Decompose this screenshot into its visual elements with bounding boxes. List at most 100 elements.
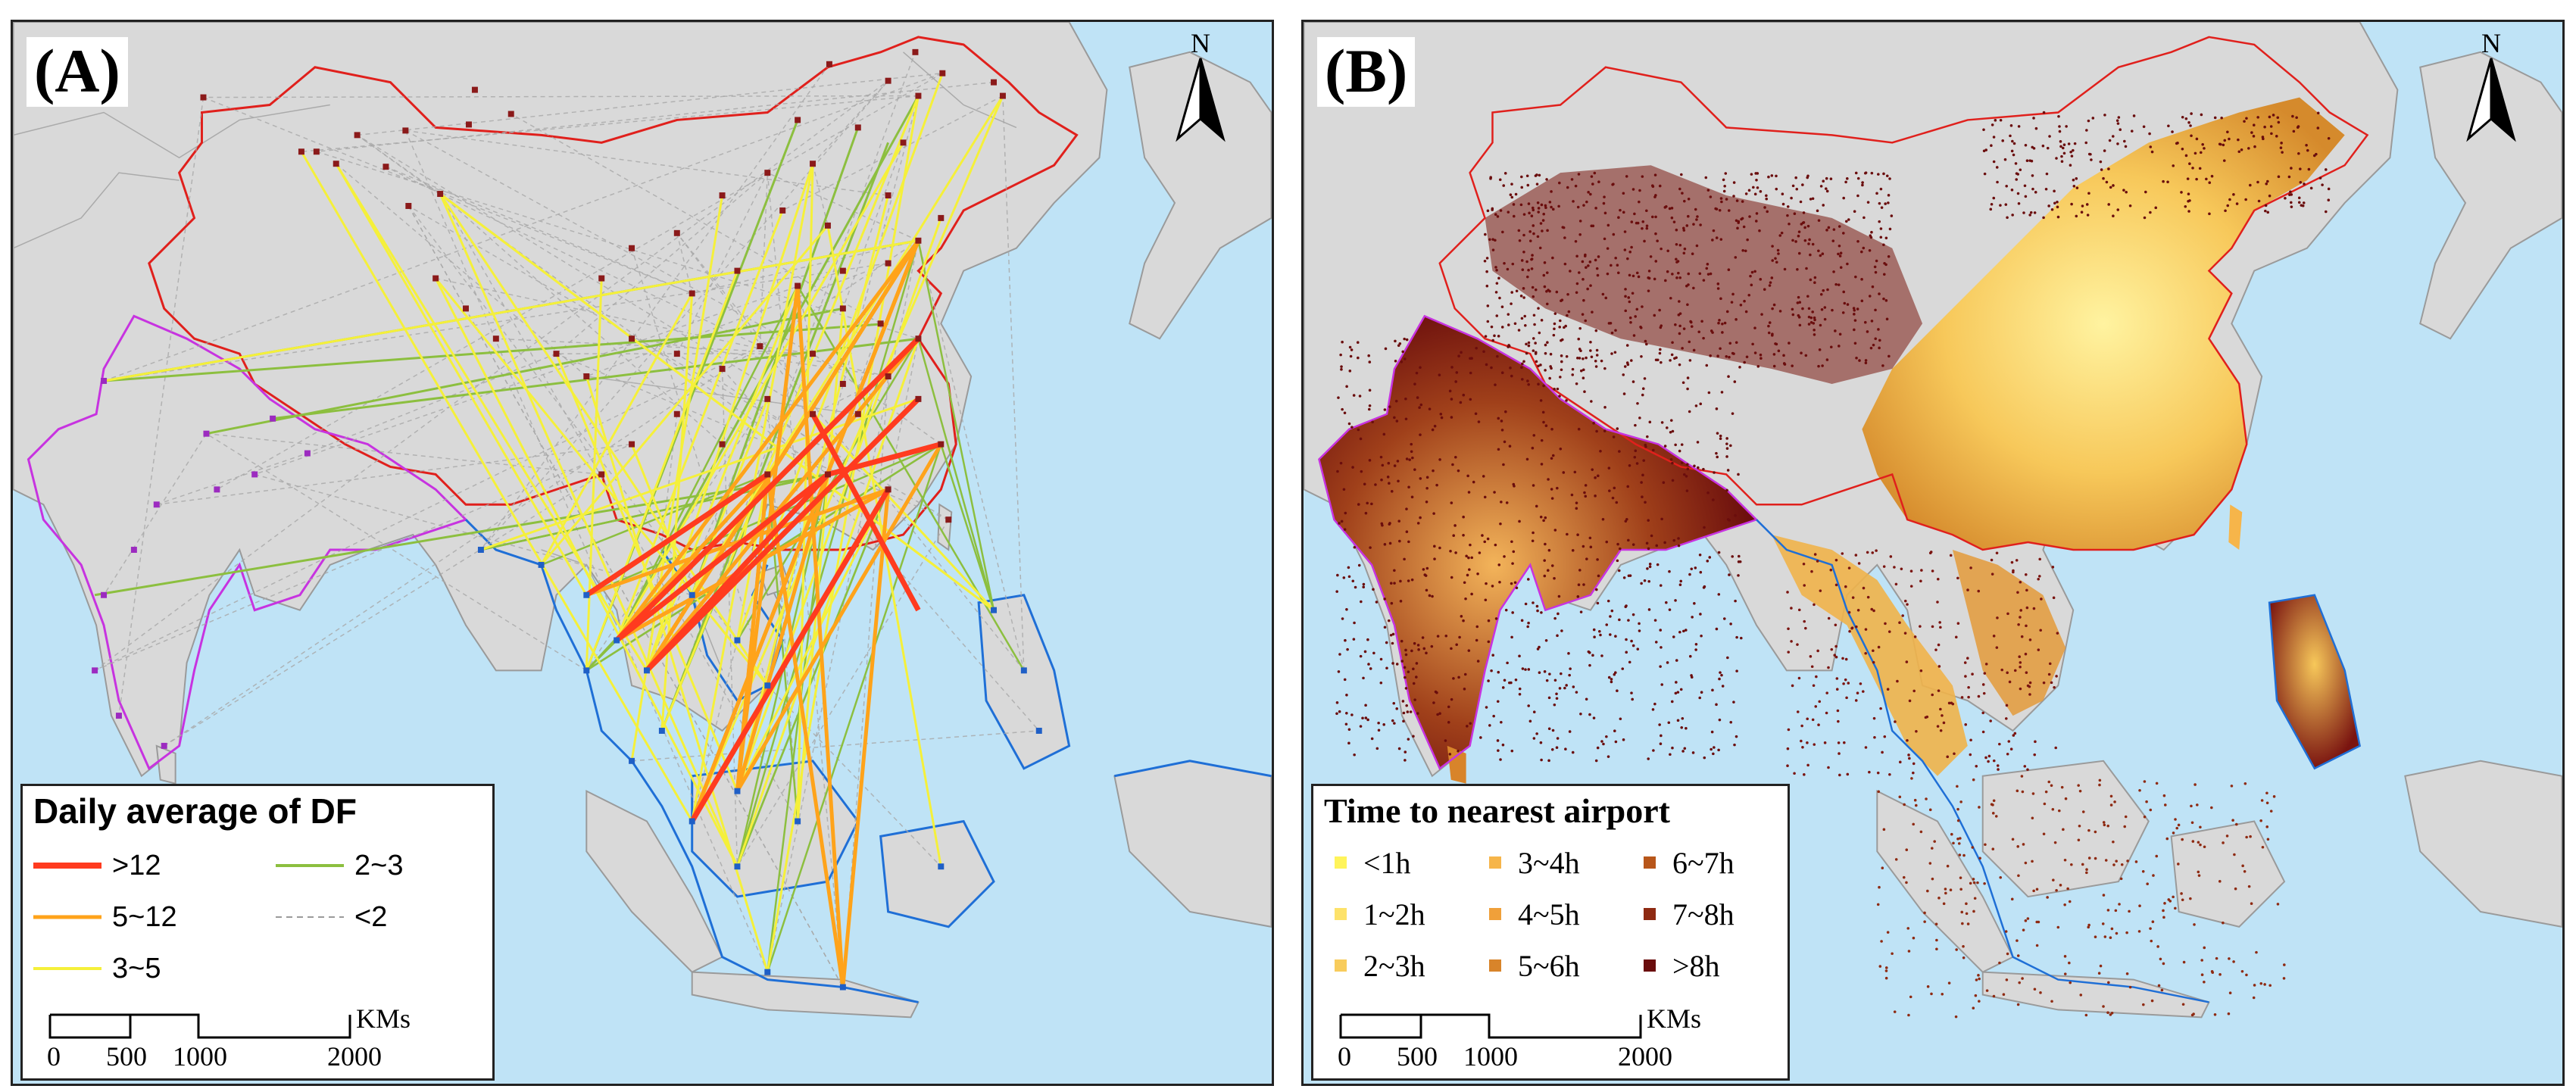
flow-line-lt2 [676,172,768,354]
settlement-dot [1574,184,1578,188]
settlement-dot [1905,848,1909,852]
settlement-dot [1870,230,1873,234]
settlement-dot [2024,861,2028,865]
legend-item: 5~12 [33,900,177,934]
settlement-dot [1575,282,1579,285]
scale-unit: KMs [356,1003,411,1034]
settlement-dot [2023,765,2027,768]
settlement-dot [1534,342,1537,345]
settlement-dot [1393,569,1396,573]
settlement-dot [2171,130,2174,133]
settlement-dot [2075,214,2078,218]
settlement-dot [2055,675,2058,678]
settlement-dot [2142,1003,2145,1006]
settlement-dot [2033,211,2037,214]
airport-node-china [629,335,635,342]
settlement-dot [1654,641,1658,644]
settlement-dot [1403,337,1406,341]
settlement-dot [1807,307,1811,310]
settlement-dot [1527,382,1530,386]
settlement-dot [1403,666,1407,669]
settlement-dot [1838,773,1841,777]
settlement-dot [1546,569,1550,572]
settlement-dot [1866,330,1869,333]
settlement-dot [1627,619,1630,622]
flow-line-gt12 [614,336,920,642]
settlement-dot [1655,544,1659,548]
settlement-dot [1864,359,1868,362]
settlement-dot [2044,790,2048,794]
settlement-dot [1670,216,1674,220]
settlement-dot [1475,625,1479,629]
settlement-dot [1448,389,1452,393]
settlement-dot [1447,721,1450,724]
settlement-dot [1815,675,1818,679]
settlement-dot [1578,326,1582,330]
settlement-dot [1962,944,1965,948]
north-label: N [1191,28,1210,58]
settlement-dot [1715,207,1719,211]
settlement-dot [1513,322,1517,326]
settlement-dot [1521,667,1525,670]
settlement-dot [2280,142,2283,145]
settlement-dot [1870,607,1874,611]
settlement-dot [1678,243,1682,247]
settlement-dot [1791,684,1794,688]
sulawesi [2170,820,2286,928]
settlement-dot [1503,261,1506,265]
settlement-dot [1801,183,1804,186]
settlement-dot [1854,699,1858,702]
settlement-dot [2222,159,2226,162]
legend-item-label: 2~3h [1363,948,1425,983]
settlement-dot [1472,480,1475,484]
settlement-dot [1560,672,1563,675]
flow-line-lt2 [480,80,889,551]
settlement-dot [2264,204,2268,207]
settlement-dot [1647,608,1651,611]
settlement-dot [1660,646,1663,649]
settlement-dot [1627,296,1631,299]
settlement-dot [2265,825,2269,828]
settlement-dot [1713,746,1716,749]
settlement-dot [1404,675,1407,679]
settlement-dot [2201,143,2204,146]
settlement-dot [1618,547,1622,551]
settlement-dot [2016,789,2019,793]
settlement-dot [1831,308,1834,312]
flow-line-lt2 [254,270,844,476]
settlement-dot [1937,665,1941,668]
settlement-dot [1525,275,1529,279]
settlement-dot [1338,653,1341,656]
settlement-dot [1475,346,1478,350]
settlement-dot [1787,651,1791,654]
settlement-dot [1603,406,1606,409]
settlement-dot [1626,485,1630,488]
settlement-dot [1614,740,1618,744]
settlement-dot [1732,195,1735,198]
airport-node-china [764,170,771,176]
settlement-dot [1719,297,1722,301]
india-accessibility-surface [1319,316,1756,769]
settlement-dot [1369,546,1372,549]
settlement-dot [2020,775,2024,778]
settlement-dot [1491,238,1494,241]
settlement-dot [1532,737,1536,740]
settlement-dot [2196,803,2199,807]
settlement-dot [1538,331,1541,335]
settlement-dot [2184,204,2187,208]
settlement-dot [2151,920,2155,924]
settlement-dot [1404,687,1408,690]
settlement-dot [1615,501,1619,504]
settlement-dot [2016,939,2019,942]
settlement-dot [1500,720,1503,724]
settlement-dot [1613,351,1617,354]
settlement-dot [1631,613,1635,616]
settlement-dot [1367,663,1370,666]
legend-item-label: <1h [1363,845,1411,880]
settlement-dot [2266,179,2269,183]
settlement-dot [1465,554,1468,558]
settlement-dot [1507,345,1510,348]
settlement-dot [1902,875,1906,879]
settlement-dot [1982,149,1986,153]
settlement-dot [2056,205,2059,209]
